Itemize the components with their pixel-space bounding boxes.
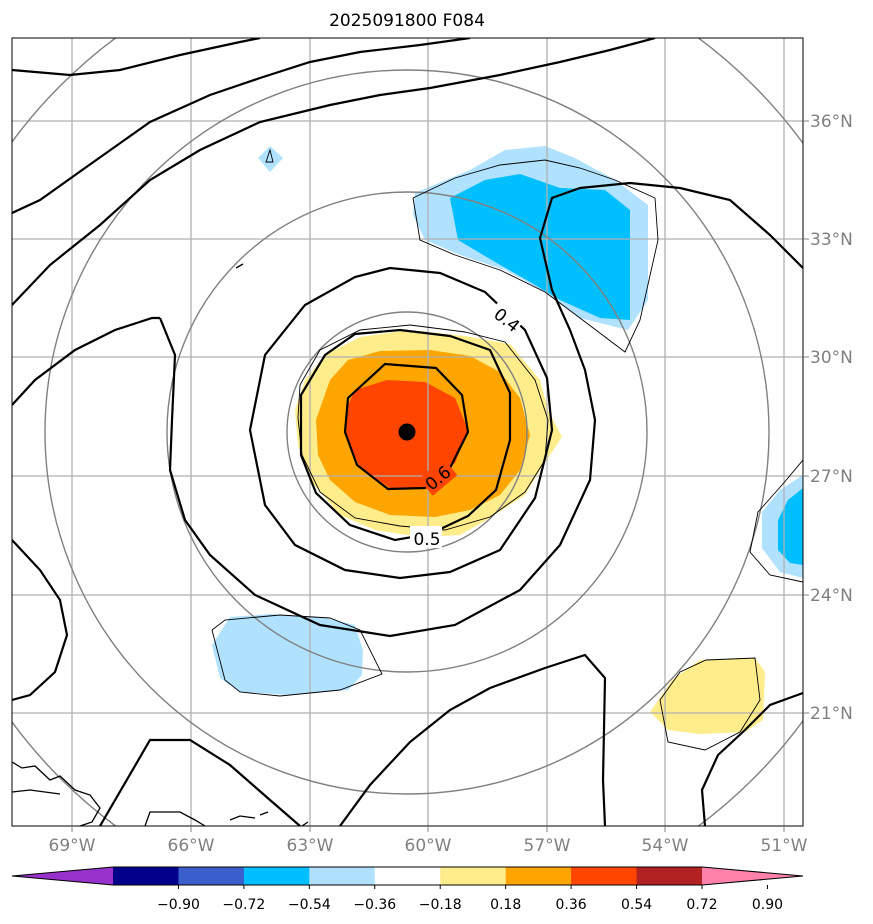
lon-label: 60°W xyxy=(405,836,452,856)
lon-label: 54°W xyxy=(642,836,689,856)
lat-labels: 36°N 33°N 30°N 27°N 24°N 21°N xyxy=(810,112,853,724)
colorbar-tick-label: 0.72 xyxy=(686,897,717,913)
contour-0.4 xyxy=(248,266,554,580)
colorbar-tick-label: 0.36 xyxy=(556,897,587,913)
colorbar-tick-label: −0.18 xyxy=(419,897,462,913)
coastlines xyxy=(12,263,309,826)
colorbar-tick-label: 0.90 xyxy=(752,897,783,913)
region-outlines xyxy=(211,148,803,751)
lat-label: 30°N xyxy=(810,348,853,368)
colorbar-swatch xyxy=(243,867,310,885)
colorbar-swatch xyxy=(113,867,179,885)
contour-0.5 xyxy=(299,328,512,542)
colorbar-swatch xyxy=(636,867,703,885)
colorbar-swatch xyxy=(505,867,572,885)
colorbar: −0.90 −0.72 −0.54 −0.36 −0.18 0.18 0.36 0.54 0.7… xyxy=(11,866,804,913)
colorbar-swatch xyxy=(571,867,638,885)
lon-label: 57°W xyxy=(524,836,571,856)
blue-region-north xyxy=(450,174,630,320)
lon-labels: 69°W 66°W 63°W 60°W 57°W 54°W 51°W xyxy=(49,836,808,856)
lat-label: 21°N xyxy=(810,704,853,724)
lon-label: 63°W xyxy=(287,836,334,856)
colorbar-swatch xyxy=(309,867,376,885)
lat-label: 33°N xyxy=(810,230,853,250)
lon-label: 51°W xyxy=(761,836,808,856)
colorbar-tick-label: 0.54 xyxy=(621,897,652,913)
contour-label-0.5: 0.5 xyxy=(413,530,440,550)
colorbar-tick-label: −0.72 xyxy=(222,897,265,913)
lat-ticks xyxy=(803,120,809,714)
lon-label: 69°W xyxy=(49,836,96,856)
colorbar-swatch xyxy=(178,867,245,885)
colorbar-swatch xyxy=(374,867,441,885)
lat-label: 27°N xyxy=(810,467,853,487)
colorbar-tick-label: −0.54 xyxy=(288,897,331,913)
colorbar-extend-low xyxy=(12,867,113,885)
lon-ticks xyxy=(71,826,785,832)
colorbar-tick-label: −0.36 xyxy=(353,897,396,913)
colorbar-extend-high xyxy=(702,867,803,885)
lat-lon-grid xyxy=(12,38,803,826)
lon-label: 66°W xyxy=(168,836,215,856)
storm-center-marker xyxy=(398,423,416,441)
lat-label: 36°N xyxy=(810,112,853,132)
light-blue-small-cell xyxy=(258,146,283,172)
yellow-region-southeast xyxy=(650,658,765,734)
colorbar-outline xyxy=(11,866,804,886)
colorbar-tick-label: 0.18 xyxy=(490,897,521,913)
colorbar-swatch xyxy=(440,867,507,885)
contour-lines xyxy=(12,38,803,826)
lat-label: 24°N xyxy=(810,586,853,606)
colorbar-tick-label: −0.90 xyxy=(157,897,200,913)
map-title: 2025091800 F084 xyxy=(329,11,485,31)
map-frame xyxy=(11,37,804,827)
light-blue-region-southwest xyxy=(212,614,363,695)
